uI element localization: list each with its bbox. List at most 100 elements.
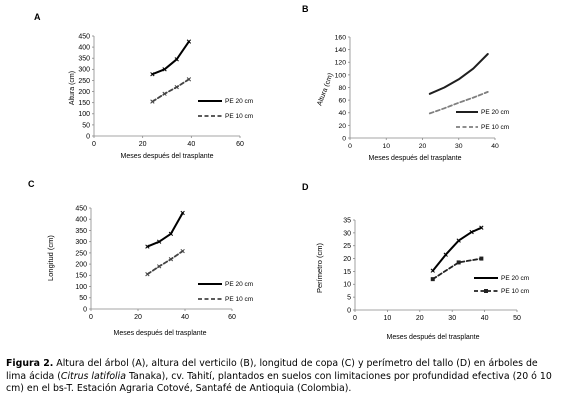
legend-label: PE 20 cm [501, 275, 529, 282]
data-point [430, 268, 435, 273]
x-tick-label: 40 [491, 143, 499, 150]
y-tick-label: 20 [338, 123, 346, 130]
y-tick-label: 100 [78, 111, 90, 118]
y-tick-label: 300 [78, 67, 90, 74]
y-tick-label: 50 [79, 295, 87, 302]
legend-label: PE 20 cm [481, 109, 509, 116]
x-axis-title: Meses después del trasplante [114, 330, 207, 337]
caption-part2: Tanaka), cv. Tahití, plantados en suelos… [6, 370, 552, 395]
legend-label: PE 10 cm [225, 296, 253, 303]
y-tick-label: 350 [75, 228, 87, 235]
legend-label: PE 10 cm [225, 113, 253, 120]
data-point [430, 277, 435, 282]
data-point [479, 225, 484, 230]
x-axis-title: Meses después del trasplante [387, 334, 480, 341]
series-line-1 [146, 211, 184, 248]
x-tick-label: 0 [353, 315, 357, 322]
x-tick-label: 20 [139, 141, 147, 148]
panel-label: A [34, 12, 41, 22]
x-tick-label: 50 [513, 315, 521, 322]
y-tick-label: 80 [338, 85, 346, 92]
y-tick-label: 0 [342, 135, 346, 142]
y-axis-title: Longitud (cm) [46, 235, 55, 281]
y-tick-label: 350 [78, 56, 90, 63]
legend-label: PE 20 cm [225, 281, 253, 288]
series-line-1 [428, 53, 489, 95]
y-tick-label: 50 [82, 122, 90, 129]
caption-lead: Figura 2. [6, 358, 54, 369]
y-tick-label: 30 [343, 230, 351, 237]
data-point [174, 57, 179, 62]
series-line-2 [146, 250, 184, 276]
y-tick-label: 100 [75, 284, 87, 291]
y-tick-label: 160 [335, 34, 347, 41]
data-point [162, 67, 167, 72]
data-point [180, 210, 185, 216]
x-tick-label: 10 [382, 143, 390, 150]
x-tick-label: 20 [134, 314, 142, 321]
y-tick-label: 150 [78, 100, 90, 107]
x-tick-label: 40 [481, 315, 489, 322]
y-tick-label: 450 [75, 205, 87, 212]
figure-caption: Figura 2. Altura del árbol (A), altura d… [6, 358, 558, 396]
data-point [456, 260, 461, 265]
x-tick-label: 30 [455, 143, 463, 150]
caption-part1: Altura del árbol (A), altura del vertici… [6, 358, 538, 382]
data-point [180, 248, 185, 254]
x-tick-label: 30 [448, 315, 456, 322]
x-axis-title: Meses después del trasplante [369, 155, 462, 162]
y-tick-label: 20 [343, 256, 351, 263]
x-tick-label: 40 [187, 141, 195, 148]
y-axis-title: Altura (cm) [69, 71, 76, 105]
y-tick-label: 250 [75, 250, 87, 257]
y-tick-label: 120 [335, 60, 347, 67]
y-tick-label: 200 [75, 262, 87, 269]
data-point [145, 272, 150, 277]
legend-label: PE 10 cm [481, 124, 509, 131]
y-tick-label: 400 [75, 217, 87, 224]
y-axis-title: Altura (cm) [316, 72, 334, 107]
x-axis-title: Meses después del trasplante [121, 153, 214, 160]
data-point [479, 256, 484, 261]
data-point [150, 99, 155, 104]
y-tick-label: 140 [335, 47, 347, 54]
series-line-1 [151, 40, 190, 76]
data-point [145, 244, 150, 249]
x-tick-label: 0 [92, 141, 96, 148]
y-tick-label: 35 [343, 217, 351, 224]
y-tick-label: 150 [75, 273, 87, 280]
chart-panel-c: C 0 50 100 150 200 250 300 350 400 450 0 20 40 60 Meses… [28, 179, 253, 337]
chart-panel-b: B 0 20 40 60 80 100 120 140 160 0 10 20 30 40 Meses des… [302, 4, 509, 162]
data-point [174, 84, 179, 90]
data-point [456, 238, 461, 243]
y-axis-title: Perímetro (cm) [315, 243, 324, 294]
legend-label: PE 10 cm [501, 288, 529, 295]
chart-panel-a: A 0 50 100 150 200 250 300 350 400 450 0 20 40 60 Meses… [34, 12, 253, 160]
y-tick-label: 300 [75, 239, 87, 246]
y-tick-label: 0 [347, 307, 351, 314]
x-tick-label: 40 [181, 314, 189, 321]
chart-panel-d: D 0 5 10 15 20 25 30 35 0 10 20 30 40 50 Meses después … [302, 182, 529, 341]
data-point [186, 77, 192, 82]
y-tick-label: 15 [343, 269, 351, 276]
data-point [168, 231, 174, 236]
series-line-2 [151, 78, 190, 103]
legend-label: PE 20 cm [225, 98, 253, 105]
y-tick-label: 250 [78, 78, 90, 85]
y-tick-label: 400 [78, 45, 90, 52]
data-point [443, 252, 448, 257]
x-tick-label: 0 [89, 314, 93, 321]
x-tick-label: 0 [348, 143, 352, 150]
y-tick-label: 40 [338, 110, 346, 117]
x-tick-label: 60 [228, 314, 236, 321]
panel-label: C [28, 179, 35, 189]
data-point [168, 257, 174, 262]
y-tick-label: 0 [83, 306, 87, 313]
y-tick-label: 200 [78, 89, 90, 96]
x-tick-label: 60 [236, 141, 244, 148]
x-tick-label: 20 [419, 143, 427, 150]
y-tick-label: 450 [78, 33, 90, 40]
panel-label: D [302, 182, 309, 192]
y-tick-label: 10 [343, 282, 351, 289]
